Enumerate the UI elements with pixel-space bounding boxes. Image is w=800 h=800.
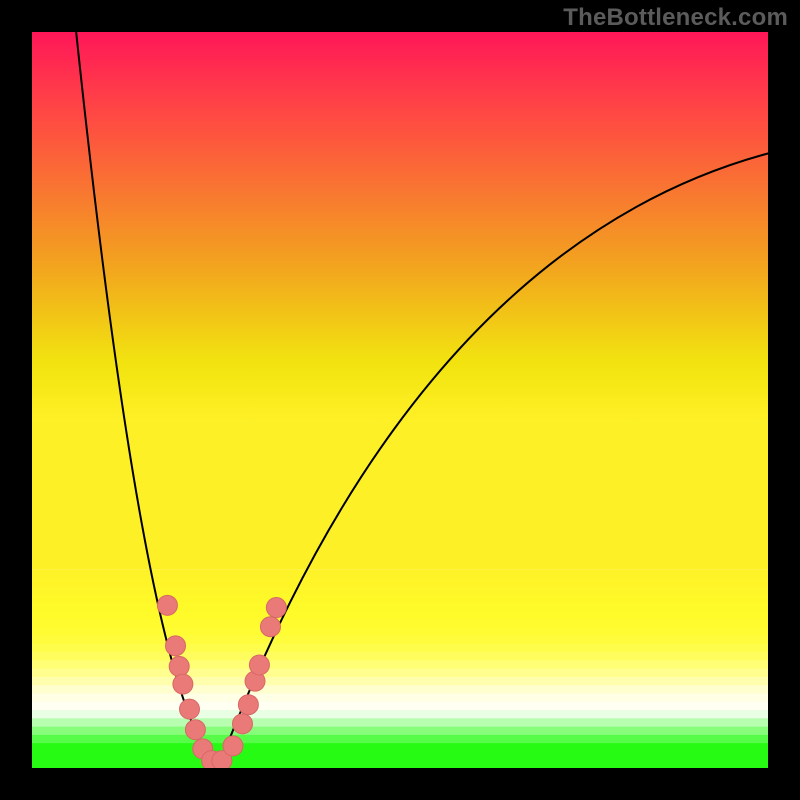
chart-stage: TheBottleneck.com [0, 0, 800, 800]
curve-marker [166, 636, 186, 656]
curve-marker [173, 674, 193, 694]
gradient-band [32, 677, 768, 686]
gradient-band [32, 578, 768, 587]
gradient-band [32, 702, 768, 711]
gradient-band [32, 611, 768, 620]
gradient-band [32, 569, 768, 578]
curve-marker [249, 655, 269, 675]
gradient-band [32, 594, 768, 603]
curve-marker [238, 695, 258, 715]
curve-marker [233, 714, 253, 734]
curve-marker [266, 598, 286, 618]
gradient-band [32, 685, 768, 694]
gradient-band [32, 586, 768, 595]
gradient-band [32, 727, 768, 736]
gradient-band [32, 627, 768, 636]
gradient-band [32, 619, 768, 628]
curve-marker [169, 656, 189, 676]
bottleneck-curve-plot [32, 32, 768, 768]
curve-marker [185, 720, 205, 740]
gradient-upper [32, 32, 768, 569]
gradient-band [32, 693, 768, 702]
gradient-band [32, 652, 768, 661]
gradient-band [32, 743, 768, 752]
gradient-band [32, 660, 768, 669]
curve-marker [260, 617, 280, 637]
gradient-band [32, 602, 768, 611]
gradient-band [32, 636, 768, 645]
curve-marker [180, 699, 200, 719]
gradient-lower-bands [32, 569, 768, 768]
gradient-band [32, 669, 768, 678]
gradient-band [32, 735, 768, 744]
curve-marker [157, 595, 177, 615]
curve-marker [223, 736, 243, 756]
watermark-text: TheBottleneck.com [563, 4, 788, 32]
gradient-band [32, 644, 768, 653]
gradient-band [32, 718, 768, 727]
gradient-band [32, 760, 768, 768]
gradient-band [32, 751, 768, 760]
gradient-band [32, 710, 768, 719]
